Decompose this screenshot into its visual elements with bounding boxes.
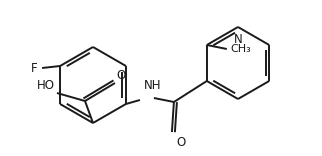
- Text: F: F: [31, 61, 37, 75]
- Text: CH₃: CH₃: [231, 44, 251, 54]
- Text: O: O: [176, 136, 185, 149]
- Text: NH: NH: [144, 79, 161, 92]
- Text: HO: HO: [37, 79, 55, 92]
- Text: N: N: [234, 33, 242, 46]
- Text: O: O: [116, 69, 125, 82]
